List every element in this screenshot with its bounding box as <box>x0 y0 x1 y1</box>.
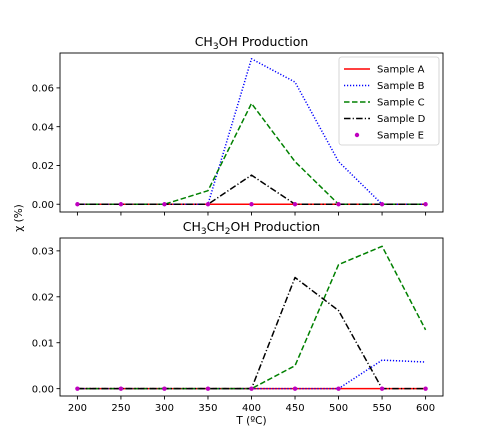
plot-title: CH3OH Production <box>195 34 309 52</box>
title-subscript: 3 <box>213 42 219 52</box>
sample-e-point <box>292 386 298 391</box>
title-part: CH <box>207 219 225 234</box>
y-tick-label: 0.06 <box>32 84 54 95</box>
sample-e-point <box>75 202 80 207</box>
plot-title: CH3CH2OH Production <box>183 219 320 237</box>
title-part: OH Production <box>219 34 309 49</box>
plot-1: CH3OH Production 0.00 0.02 0.04 0.06 Sample A… <box>32 34 444 216</box>
legend: Sample A Sample B Sample C Sample D Sample E <box>338 56 440 146</box>
axes-frame <box>59 237 444 397</box>
y-tick-label: 0.02 <box>32 161 54 172</box>
y-tick-label: 0.03 <box>32 246 54 257</box>
sample-e-point <box>249 202 254 207</box>
title-part: CH <box>195 34 213 49</box>
x-tick-label: 550 <box>373 403 392 414</box>
title-subscript: 2 <box>225 227 231 237</box>
x-tick-label: 600 <box>416 403 435 414</box>
sample-e-point <box>205 202 211 207</box>
sample-e-point <box>75 386 80 391</box>
sample-e-point <box>379 386 385 391</box>
x-tick-label: 500 <box>329 403 348 414</box>
sample-e-point <box>336 202 341 207</box>
title-part: CH <box>183 219 201 234</box>
y-tick-label: 0.00 <box>32 200 54 211</box>
sample-e-point <box>162 202 167 207</box>
y-tick-label: 0.01 <box>32 338 54 349</box>
x-tick-label: 350 <box>198 403 217 414</box>
sample-e-point <box>118 202 124 207</box>
title-part: OH Production <box>231 219 321 234</box>
sample-e-point <box>249 386 254 391</box>
y-axis-label: χ (%) <box>13 204 25 232</box>
x-tick-label: 200 <box>68 403 87 414</box>
sample-e-point <box>118 386 124 391</box>
sample-e-point <box>292 202 298 207</box>
legend-label-sample-e: Sample E <box>377 131 424 142</box>
y-tick-label: 0.02 <box>32 292 54 303</box>
sample-d-line <box>77 276 426 390</box>
legend-box <box>338 56 440 146</box>
y-tick-label: 0.04 <box>32 122 54 133</box>
sample-d-line <box>77 174 426 205</box>
x-tick-label: 300 <box>155 403 174 414</box>
sample-e-point <box>379 202 385 207</box>
legend-label-sample-b: Sample B <box>377 81 425 92</box>
sample-e-point <box>423 386 428 391</box>
legend-label-sample-d: Sample D <box>377 114 426 125</box>
sample-e-point <box>162 386 167 391</box>
title-subscript: 3 <box>201 227 207 237</box>
legend-marker-sample-e <box>354 132 360 138</box>
x-tick-label: 250 <box>111 403 130 414</box>
x-axis-label: T (ºC) <box>235 415 266 427</box>
sample-e-point <box>423 202 428 207</box>
sample-e-point <box>205 386 211 391</box>
sample-e-point <box>336 386 341 391</box>
legend-label-sample-c: Sample C <box>377 98 425 109</box>
x-tick-label: 400 <box>242 403 261 414</box>
y-tick-label: 0.00 <box>32 384 54 395</box>
sample-c-line <box>77 245 427 390</box>
x-tick-label: 450 <box>285 403 304 414</box>
legend-label-sample-a: Sample A <box>377 65 425 76</box>
